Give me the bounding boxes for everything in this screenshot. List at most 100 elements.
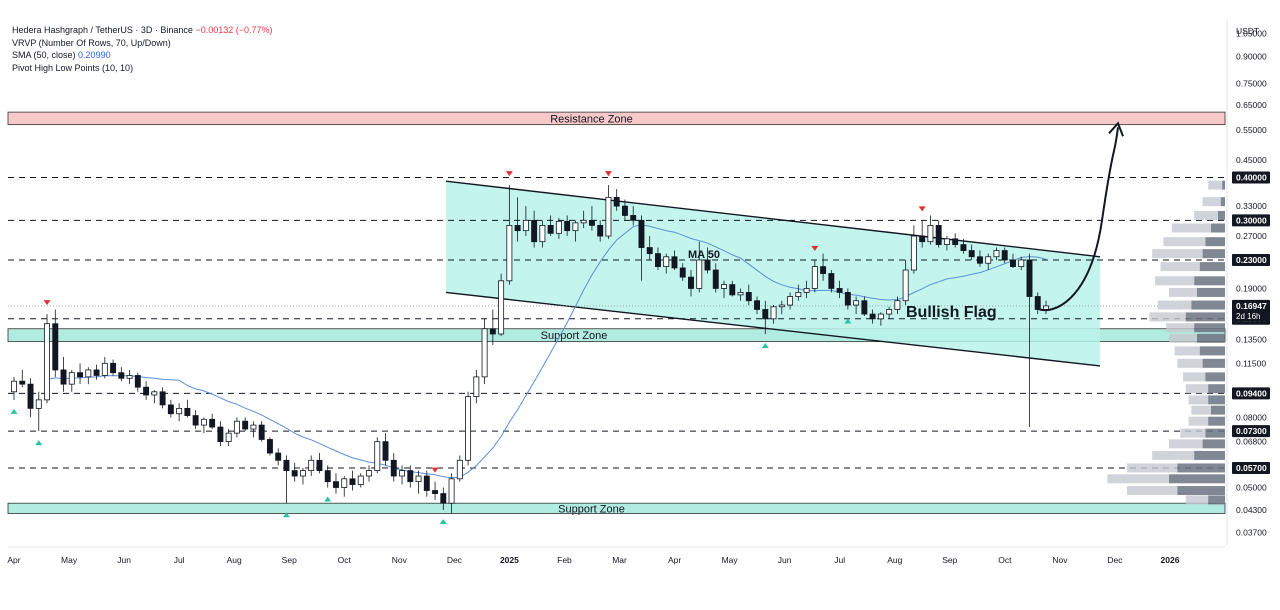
pivot-low-marker xyxy=(844,318,852,324)
candle-body-up xyxy=(902,269,909,302)
candle-body-down xyxy=(630,215,637,221)
candle xyxy=(126,369,133,385)
volume-row-up xyxy=(1157,300,1192,310)
candle-body-down xyxy=(167,404,174,415)
price-tick-label: 0.45000 xyxy=(1236,155,1267,165)
candle xyxy=(167,399,174,418)
level-price-label: 0.05700 xyxy=(1236,463,1267,473)
volume-row-down xyxy=(1177,463,1225,473)
candle xyxy=(440,487,447,510)
pivot-low-marker xyxy=(10,408,18,414)
candle xyxy=(390,453,397,482)
price-axis[interactable]: USDT 1.05000 0.90000 0.75000 0.65000 0.55000… xyxy=(1226,20,1270,545)
candle xyxy=(85,367,92,385)
candle-body-up xyxy=(498,280,505,335)
candle xyxy=(861,296,868,316)
price-tick-label: 0.27000 xyxy=(1236,231,1267,241)
candle-body-down xyxy=(192,415,199,426)
candle xyxy=(514,197,521,242)
candle-body-down xyxy=(688,276,694,289)
volume-row-up xyxy=(1191,405,1211,415)
candle xyxy=(27,378,34,418)
candle-body-down xyxy=(671,256,678,269)
candle xyxy=(101,356,108,379)
candle-body-up xyxy=(68,372,75,385)
candle-body-down xyxy=(266,439,273,454)
volume-row-down xyxy=(1211,405,1225,415)
candle-body-up xyxy=(894,300,901,310)
time-tick-label: Dec xyxy=(1107,555,1123,565)
candle xyxy=(762,300,769,334)
candle-body-up xyxy=(605,196,612,237)
candle xyxy=(77,363,84,385)
candle xyxy=(597,220,604,242)
pivot-high-marker xyxy=(604,171,612,177)
candle-body-up xyxy=(448,478,455,504)
candle-body-up xyxy=(233,420,240,434)
volume-row-up xyxy=(1171,223,1211,233)
candle-body-up xyxy=(886,309,893,315)
candle xyxy=(820,253,827,281)
volume-row-down xyxy=(1222,180,1225,190)
volume-row-down xyxy=(1208,384,1225,394)
indicator-sma[interactable]: SMA (50, close) 0.20990 xyxy=(12,49,273,62)
time-tick-label: Oct xyxy=(998,555,1012,565)
candle xyxy=(927,215,934,245)
level-price-label: 0.09400 xyxy=(1236,388,1267,398)
candle-body-up xyxy=(803,288,810,293)
price-tick-label: 0.08000 xyxy=(1236,412,1267,422)
candle-body-down xyxy=(646,247,653,255)
candle xyxy=(151,390,158,404)
candle xyxy=(300,467,306,485)
time-tick-label: May xyxy=(61,555,78,565)
candle-body-up xyxy=(85,369,92,378)
candle xyxy=(35,391,42,432)
candle xyxy=(679,263,686,281)
candle xyxy=(580,210,587,228)
candle xyxy=(803,280,810,299)
volume-row-down xyxy=(1205,237,1225,247)
candle-body-up xyxy=(415,475,422,483)
price-tick-label: 0.65000 xyxy=(1236,100,1267,110)
volume-row-down xyxy=(1220,197,1225,207)
time-tick-label: Sep xyxy=(282,555,297,565)
candle xyxy=(1001,247,1008,264)
candle-body-up xyxy=(943,238,950,245)
indicator-vrvp[interactable]: VRVP (Number Of Rows, 70, Up/Down) xyxy=(12,37,273,50)
level-price-label: 0.07300 xyxy=(1236,426,1267,436)
candle-body-up xyxy=(770,306,777,320)
candle-body-up xyxy=(696,259,703,289)
candle xyxy=(1018,256,1025,271)
candle xyxy=(19,369,26,388)
pivot-high-marker xyxy=(918,206,926,212)
time-tick-label: Feb xyxy=(557,555,572,565)
volume-row-up xyxy=(1185,384,1209,394)
candle xyxy=(423,470,430,497)
candle-body-down xyxy=(184,407,191,416)
time-tick-label: Aug xyxy=(227,555,242,565)
volume-row-down xyxy=(1169,474,1225,484)
candle xyxy=(1010,253,1016,268)
volume-row-up xyxy=(1127,486,1178,496)
candle xyxy=(712,263,719,293)
volume-row-up xyxy=(1160,262,1200,272)
candle xyxy=(52,309,59,377)
time-axis[interactable]: Apr May Jun Jul Aug Sep Oct Nov Dec 2025 Feb Mar Apr… xyxy=(7,546,1225,565)
candle-body-up xyxy=(522,219,529,232)
volume-row-down xyxy=(1202,439,1225,449)
price-tick-label: 0.19000 xyxy=(1236,283,1267,293)
candle xyxy=(110,359,117,376)
indicator-pivots[interactable]: Pivot High Low Points (10, 10) xyxy=(12,62,273,75)
candle xyxy=(448,473,455,514)
price-tick-label: 0.90000 xyxy=(1236,52,1267,62)
candle xyxy=(828,270,835,293)
candle xyxy=(192,410,199,430)
candle xyxy=(704,247,711,274)
indicator-sma-label: SMA (50, close) xyxy=(12,50,76,60)
volume-row-up xyxy=(1208,180,1223,190)
pivot-markers xyxy=(10,171,926,524)
volume-row-up xyxy=(1188,416,1209,426)
time-tick-label: Jun xyxy=(778,555,792,565)
candle-body-up xyxy=(366,470,372,477)
